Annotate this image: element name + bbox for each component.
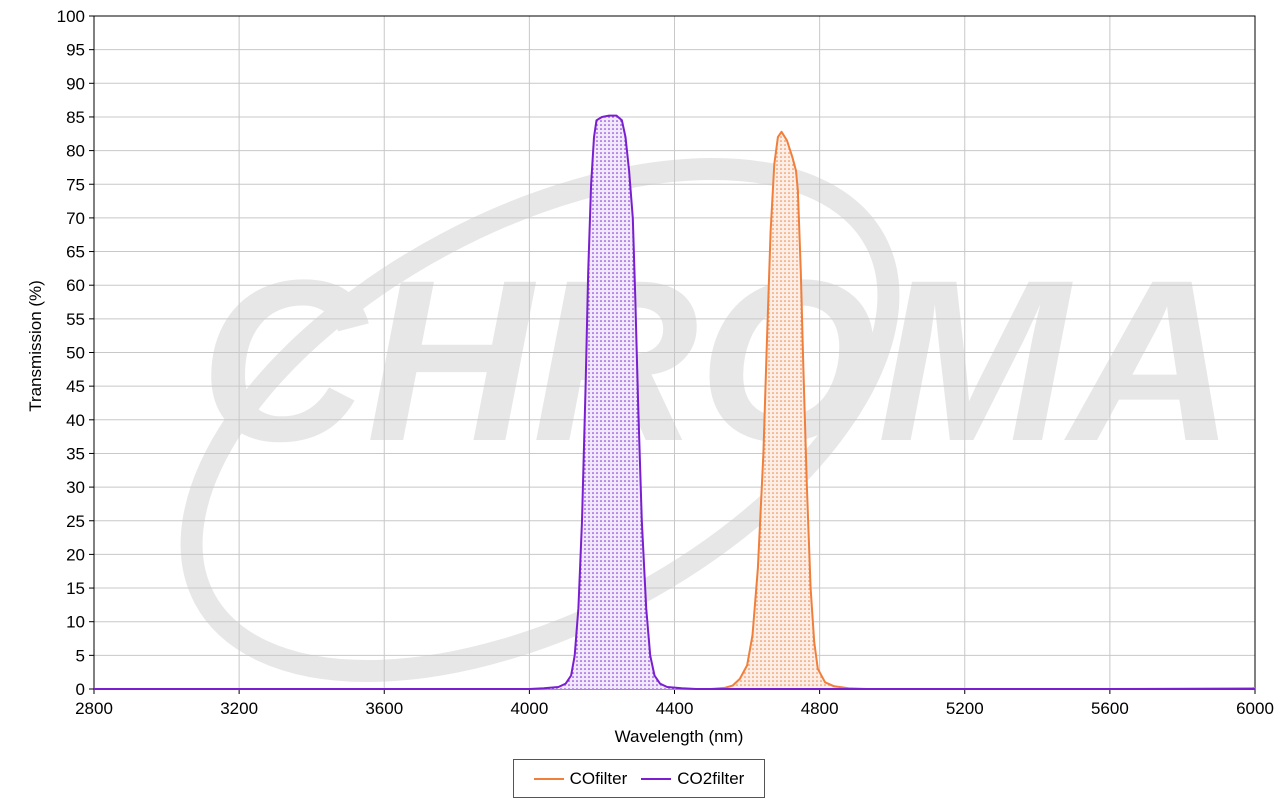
grid-layer [93,15,1256,690]
y-tick-label: 75 [66,175,85,194]
axis-layer: 2800 3200 3600 4000 4400 4800 5200 5600 6000 0 5 10… [57,7,1274,718]
x-tick-label: 3200 [220,699,258,718]
legend-label-cofilter: COfilter [569,768,628,788]
legend-item-co2filter: CO2filter [641,769,744,789]
y-tick-label: 50 [66,344,85,363]
x-tick-label: 6000 [1236,699,1274,718]
svg-text:CHROMA: CHROMA [200,232,1235,489]
series-line-co2filter [94,114,1255,690]
y-tick-label: 60 [66,276,85,295]
series-layer [94,114,1256,690]
y-tick-label: 80 [66,142,85,161]
x-tick-label: 3600 [365,699,403,718]
x-tick-label: 4000 [510,699,548,718]
legend-swatch-co2filter [641,777,672,780]
y-tick-label: 5 [76,646,85,665]
x-tick-label: 2800 [75,699,113,718]
legend-label-co2filter: CO2filter [677,768,745,788]
x-tick-label: 5200 [946,699,984,718]
y-tick-label: 90 [66,74,85,93]
y-tick-label: 35 [66,444,85,463]
legend-item-cofilter: COfilter [533,768,628,789]
x-axis-title: Wavelength (nm) [615,727,744,746]
y-tick-label: 10 [66,613,85,632]
x-tick-label: 4800 [801,699,839,718]
legend: COfilter CO2filter [513,759,765,798]
y-tick-label: 40 [66,411,85,430]
x-tick-label: 5600 [1091,699,1129,718]
y-tick-label: 25 [66,512,85,531]
y-tick-label: 20 [66,545,85,564]
y-tick-label: 0 [76,680,85,699]
y-tick-label: 95 [66,41,85,60]
series-line-cofilter [94,130,1256,690]
x-tick-label: 4400 [656,699,694,718]
y-tick-label: 15 [66,579,85,598]
y-axis-title: Transmission (%) [26,280,45,412]
y-tick-label: 65 [66,243,85,262]
y-tick-label: 45 [66,377,85,396]
legend-swatch-cofilter [533,777,564,780]
y-tick-label: 30 [66,478,85,497]
y-tick-label: 70 [66,209,85,228]
y-tick-label: 85 [66,108,85,127]
y-tick-label: 55 [66,310,85,329]
y-tick-label: 100 [57,7,85,26]
